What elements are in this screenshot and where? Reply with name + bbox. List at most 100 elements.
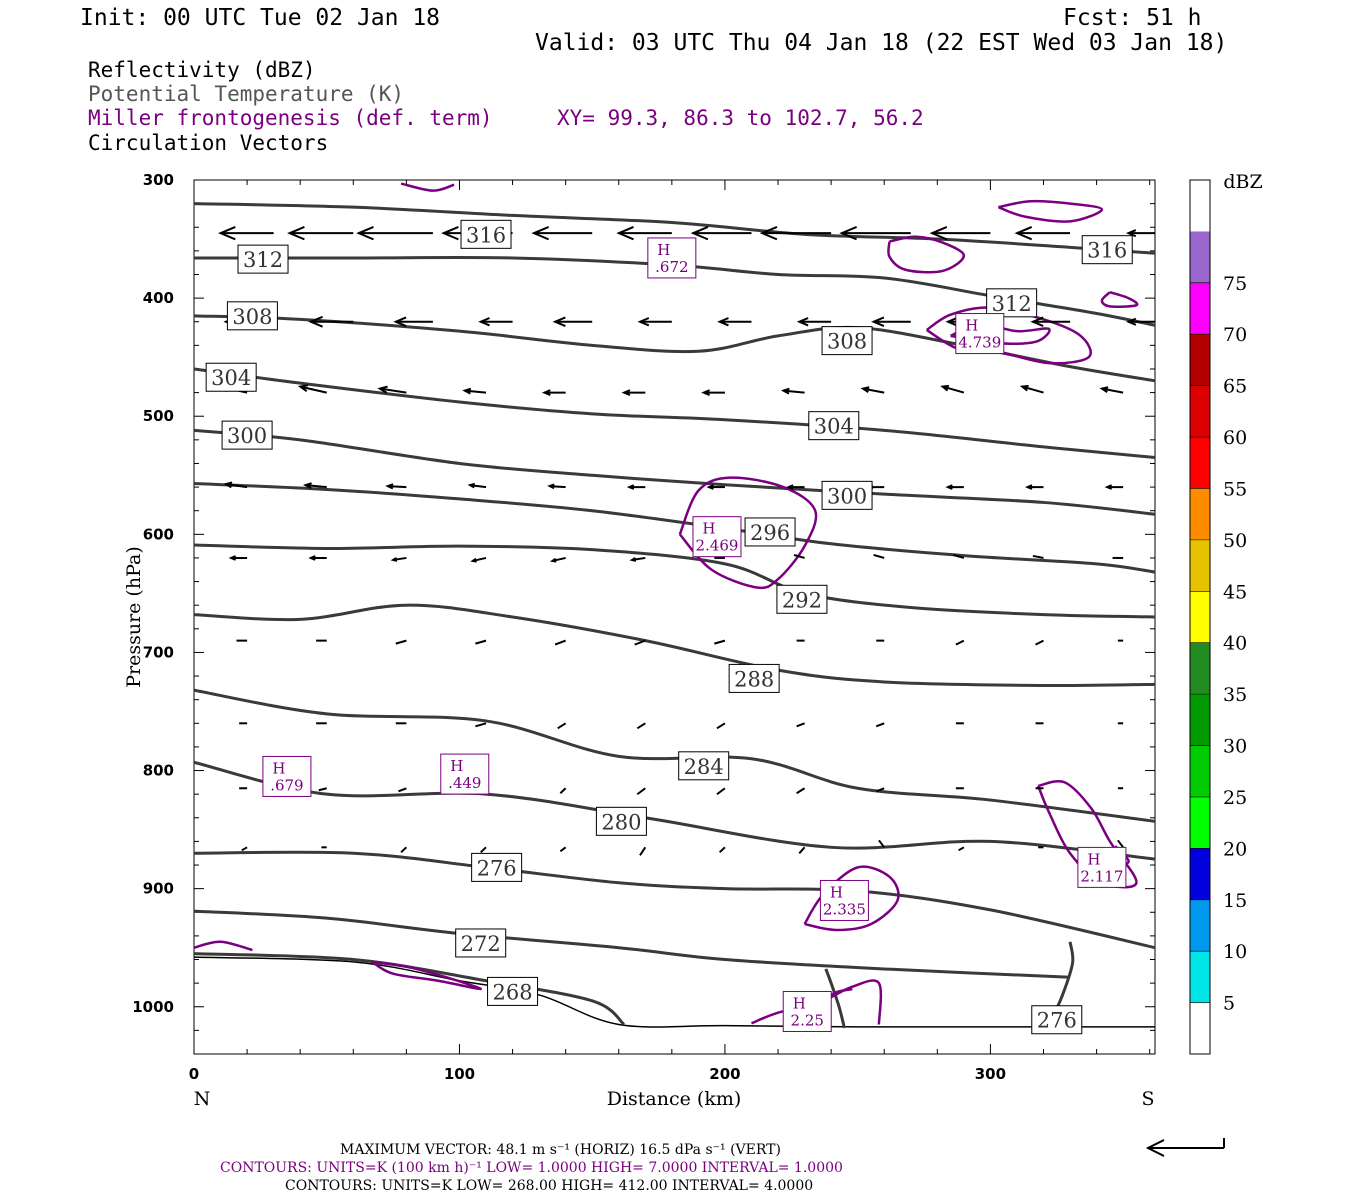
footer-theta-contours: CONTOURS: UNITS=K LOW= 268.00 HIGH= 412.… — [285, 1178, 813, 1194]
footer-fronto-contours: CONTOURS: UNITS=K (100 km h)⁻¹ LOW= 1.00… — [220, 1160, 843, 1176]
theta-label: 300 — [827, 484, 867, 508]
y-tick-label: 700 — [143, 643, 174, 661]
x-axis-title: Distance (km) — [607, 1088, 742, 1110]
vector-arrow — [636, 787, 646, 796]
colorbar-segment — [1190, 848, 1210, 900]
vector-arrow — [218, 226, 274, 241]
vector-arrow — [716, 787, 726, 796]
theta-label: 312 — [243, 248, 283, 272]
colorbar-segment — [1190, 539, 1210, 592]
vector-arrow — [228, 555, 248, 561]
colorbar-level-label: 20 — [1223, 838, 1247, 860]
colorbar: 5 10 15 20 25 30 35 40 45 50 55 60 65 70 75 — [1189, 179, 1247, 1055]
vector-arrow — [878, 839, 886, 848]
theta-contour-272 — [194, 909, 1071, 979]
vector-arrow — [706, 484, 725, 490]
vector-arrow — [616, 226, 672, 241]
vector-arrow — [223, 481, 248, 489]
theta-label: 272 — [461, 932, 501, 956]
colorbar-level-label: 30 — [1223, 736, 1247, 758]
fronto-high-marker: H — [1087, 850, 1100, 868]
circulation-vectors — [218, 225, 1155, 856]
vector-arrow — [798, 846, 806, 854]
fronto-high-value: .679 — [270, 776, 303, 794]
theta-contour-304 — [194, 367, 1155, 460]
field-reflectivity: Reflectivity (dBZ) — [88, 58, 316, 82]
vector-arrow — [1099, 386, 1124, 394]
fronto-high-box — [1077, 846, 1127, 888]
vector-arrow — [759, 225, 832, 241]
fronto-high-box — [440, 753, 490, 795]
vector-arrow — [398, 787, 407, 793]
vector-arrow — [716, 722, 726, 730]
vector-arrow — [940, 384, 965, 394]
colorbar-level-label: 50 — [1223, 530, 1247, 552]
fronto-contour — [371, 960, 482, 991]
vector-arrow — [395, 639, 407, 645]
colorbar-segment — [1190, 282, 1210, 335]
colorbar-segment — [1190, 796, 1210, 849]
vector-arrow — [639, 846, 647, 856]
theta-contour-268 — [194, 952, 626, 1026]
y-tick-label: 1000 — [132, 998, 174, 1016]
colorbar-level-label: 65 — [1223, 376, 1247, 398]
vector-arrow — [621, 389, 646, 396]
colorbar-level-label: 40 — [1223, 633, 1247, 655]
vector-arrow — [541, 389, 566, 396]
fronto-high-box — [782, 990, 832, 1032]
vector-arrow — [462, 387, 487, 395]
vector-arrow — [718, 846, 726, 854]
vector-arrow — [475, 722, 487, 728]
fronto-high-marker: H — [450, 757, 463, 775]
fronto-high-box — [955, 313, 1005, 355]
y-tick-label: 400 — [143, 289, 174, 307]
vector-arrow — [241, 846, 248, 852]
vector-arrow — [793, 553, 805, 559]
vector-arrow — [636, 722, 646, 730]
vector-arrow — [549, 556, 566, 563]
colorbar-level-label: 60 — [1223, 427, 1247, 449]
theta-label: 268 — [493, 980, 533, 1004]
theta-label-box — [471, 852, 523, 882]
theta-label-box — [237, 244, 289, 274]
theta-label-box — [226, 301, 278, 331]
fronto-high-marker: H — [965, 317, 978, 335]
theta-contour-276 — [194, 850, 1155, 950]
theta-label-box — [487, 976, 539, 1006]
colorbar-segment — [1190, 694, 1210, 746]
x-left-end-label: N — [194, 1088, 211, 1110]
vector-arrow — [796, 787, 806, 795]
fronto-high-value: 2.117 — [1080, 867, 1123, 885]
x-tick-labels: 0 100 200 300 — [189, 1065, 1006, 1083]
colorbar-segment — [1190, 591, 1210, 643]
x-tick-label: 300 — [975, 1065, 1006, 1083]
axis-ticks — [193, 179, 1155, 1055]
fronto-contour — [678, 476, 818, 590]
colorbar-level-label: 55 — [1223, 478, 1247, 500]
vector-arrow — [308, 555, 327, 561]
theta-label-box — [821, 326, 873, 356]
vector-arrow — [690, 225, 752, 241]
vector-arrow — [393, 316, 433, 327]
theta-label: 292 — [782, 588, 822, 612]
theta-label: 316 — [1087, 239, 1127, 263]
colorbar-segment — [1190, 899, 1210, 952]
vector-arrow — [470, 556, 487, 563]
fronto-high-value: 2.335 — [823, 900, 866, 918]
theta-label: 276 — [477, 856, 517, 880]
fronto-high-value: .449 — [448, 774, 481, 792]
vector-arrow — [467, 482, 487, 489]
vector-arrow — [780, 387, 805, 395]
field-vectors: Circulation Vectors — [88, 131, 328, 155]
theta-contour-292 — [194, 543, 1155, 619]
xy-endpoints: XY= 99.3, 86.3 to 102.7, 56.2 — [557, 106, 924, 130]
fronto-high-value: .672 — [655, 258, 688, 276]
colorbar-level-label: 5 — [1223, 993, 1235, 1015]
vector-arrow — [552, 316, 593, 327]
theta-contour-300 — [194, 428, 1155, 516]
x-tick-label: 0 — [189, 1065, 199, 1083]
forecast-hour: Fcst: 51 h — [1063, 5, 1201, 31]
vector-arrow — [717, 317, 752, 327]
theta-label: 300 — [227, 424, 267, 448]
